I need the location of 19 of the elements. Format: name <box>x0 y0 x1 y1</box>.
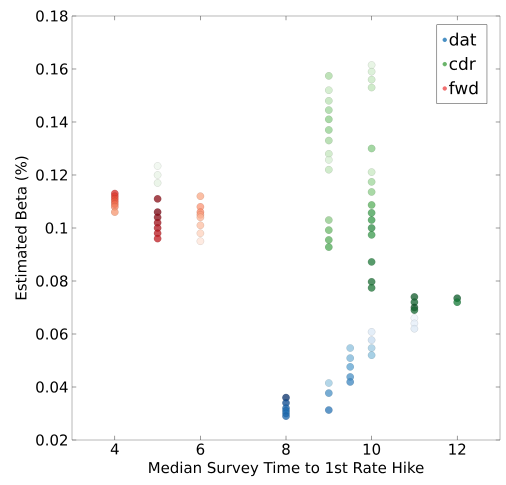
x-tick-label: 6 <box>196 444 204 455</box>
y-tick-label: 0.04 <box>36 381 68 393</box>
legend-label: dat <box>450 32 476 46</box>
y-tick-label: 0.06 <box>36 328 68 340</box>
y-tick-label: 0.08 <box>36 275 68 287</box>
y-axis-title: Estimated Beta (%) <box>15 156 28 300</box>
legend-label: fwd <box>449 81 478 94</box>
y-tick-label: 0.02 <box>36 434 67 446</box>
x-tick-label: 10 <box>364 444 380 455</box>
y-tick-label: 0.18 <box>36 10 68 22</box>
y-tick-label: 0.16 <box>36 63 68 75</box>
y-tick-label: 0.1 <box>46 222 68 234</box>
legend-label: cdr <box>450 56 476 70</box>
x-axis-title: Median Survey Time to 1st Rate Hike <box>149 462 424 476</box>
y-tick-label: 0.12 <box>36 169 67 181</box>
y-tick-label: 0.14 <box>36 116 68 128</box>
x-tick-label: 12 <box>449 444 466 455</box>
x-tick-label: 4 <box>110 444 119 454</box>
x-tick-label: 8 <box>282 444 290 455</box>
